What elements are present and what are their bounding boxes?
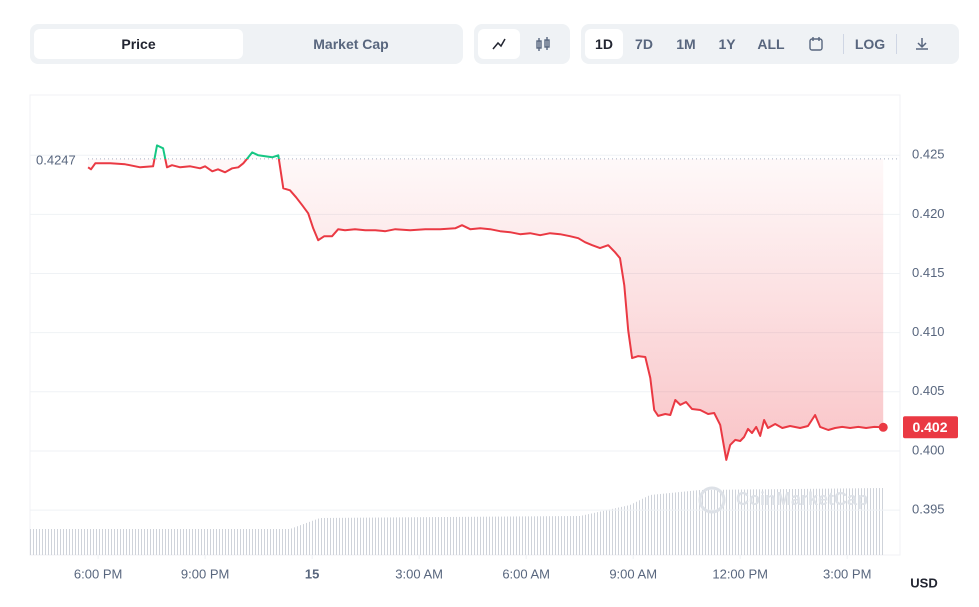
- watermark-logo: [698, 486, 726, 514]
- y-tick-label: 0.425: [912, 147, 945, 162]
- tab-button[interactable]: Market Cap: [313, 36, 389, 52]
- chart-style-group: [474, 24, 570, 64]
- range-group: 1D 7D 1M 1Y ALL LOG: [581, 24, 959, 64]
- x-tick-label: 12:00 PM: [712, 566, 768, 581]
- range-button[interactable]: ALL: [757, 36, 785, 52]
- line-icon: [492, 38, 506, 50]
- candle-chart-button[interactable]: [520, 29, 566, 59]
- separator: [843, 34, 844, 54]
- calendar-button[interactable]: [795, 29, 837, 59]
- x-tick-label: 3:00 AM: [395, 566, 443, 581]
- y-tick-label: 0.405: [912, 383, 945, 398]
- price-tag-label: 0.402: [912, 419, 947, 435]
- x-tick-label: 6:00 PM: [74, 566, 122, 581]
- y-tick-label: 0.420: [912, 206, 945, 221]
- x-tick-label: 9:00 PM: [181, 566, 229, 581]
- download-icon: [916, 38, 928, 50]
- range-button[interactable]: 7D: [635, 36, 653, 52]
- range-button[interactable]: 1Y: [718, 36, 736, 52]
- last-point: [878, 422, 888, 432]
- calendar-icon: [809, 37, 823, 51]
- y-tick-label: 0.400: [912, 442, 945, 457]
- price-area: [88, 158, 884, 460]
- range-button[interactable]: 1D: [585, 29, 623, 59]
- y-tick-label: 0.395: [912, 502, 945, 517]
- download-button[interactable]: [903, 29, 941, 59]
- tab-group: Price Market Cap: [30, 24, 463, 64]
- x-tick-label: 9:00 AM: [609, 566, 657, 581]
- x-tick-label: 3:00 PM: [823, 566, 871, 581]
- separator: [896, 34, 897, 54]
- reference-label: 0.4247: [36, 152, 76, 167]
- y-tick-label: 0.410: [912, 324, 945, 339]
- volume-background: [30, 488, 883, 555]
- log-button[interactable]: LOG: [854, 36, 886, 52]
- tab-button[interactable]: Price: [34, 29, 243, 59]
- line-chart-button[interactable]: [478, 29, 520, 59]
- price-tag: [903, 416, 958, 439]
- range-button[interactable]: 1M: [676, 36, 696, 52]
- price-line: [87, 144, 884, 461]
- x-tick-label: 15: [305, 566, 319, 581]
- candle-icon: [536, 37, 550, 51]
- x-tick-label: 6:00 AM: [502, 566, 550, 581]
- watermark: CoinMarketCap: [736, 489, 868, 509]
- unit-label: USD: [910, 575, 937, 590]
- y-tick-label: 0.415: [912, 265, 945, 280]
